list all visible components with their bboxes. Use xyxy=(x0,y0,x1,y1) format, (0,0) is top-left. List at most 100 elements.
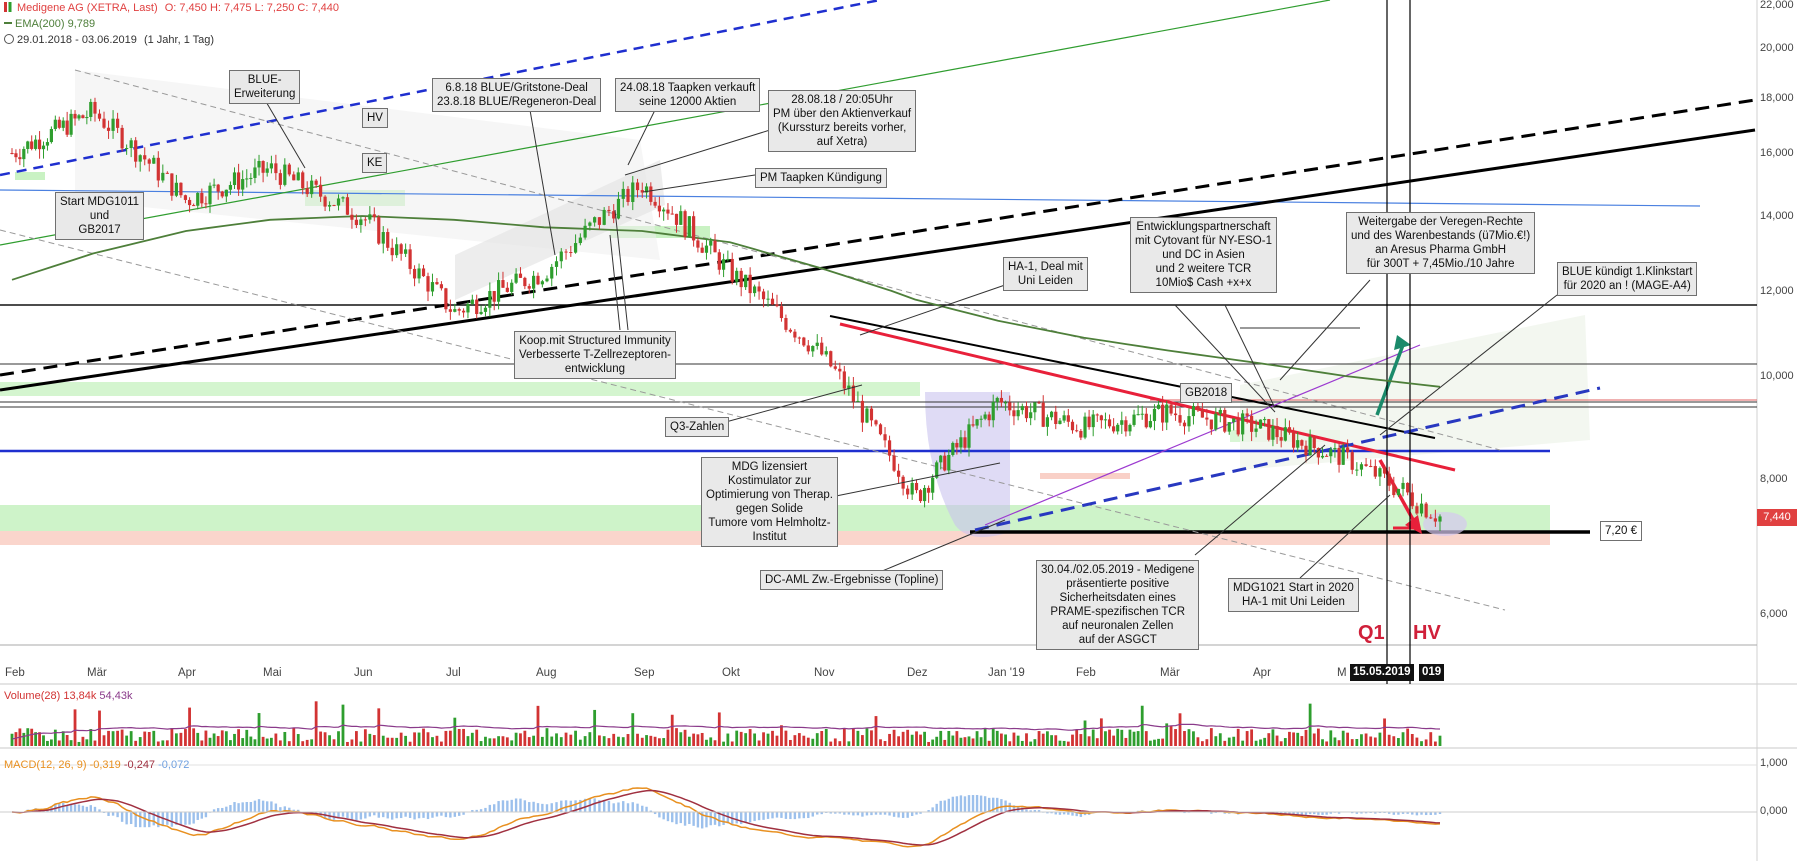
macd-histogram-bar xyxy=(688,812,691,825)
volume-bar xyxy=(532,735,536,746)
candle-body xyxy=(1191,405,1196,417)
volume-bar xyxy=(269,737,273,746)
macd-histogram-bar xyxy=(683,812,687,826)
macd-histogram-bar xyxy=(1424,812,1428,816)
macd-histogram-bar xyxy=(204,812,208,818)
ema-header: EMA(200) 9,789 xyxy=(4,18,95,30)
volume-bar xyxy=(1392,736,1396,746)
macd-histogram-bar xyxy=(337,812,340,819)
macd-histogram-bar xyxy=(607,800,611,812)
volume-bar xyxy=(906,729,910,746)
candle-body xyxy=(1275,426,1279,438)
candle-body xyxy=(174,182,178,196)
x-tick-feb19: Feb xyxy=(1076,667,1096,679)
macd-histogram-bar xyxy=(355,812,358,821)
candle-body xyxy=(951,442,955,455)
macd-histogram-bar xyxy=(662,812,665,820)
candle-body xyxy=(341,197,345,199)
note-pm-kuendigung: PM Taapken Kündigung xyxy=(755,168,887,188)
candle-body xyxy=(1173,413,1178,416)
candle-body xyxy=(1003,402,1008,404)
candle-body xyxy=(892,455,896,471)
candle-body xyxy=(143,155,147,160)
macd-histogram-bar xyxy=(626,803,630,812)
candle-body xyxy=(488,291,492,308)
candle-body xyxy=(1308,436,1312,456)
volume-bar xyxy=(1296,732,1300,746)
volume-bar xyxy=(1132,731,1136,746)
volume-bar xyxy=(1153,739,1156,746)
green-up-arrow xyxy=(1375,344,1405,416)
volume-bar xyxy=(363,729,367,746)
macd-histogram xyxy=(10,794,1442,829)
volume-bar xyxy=(1429,732,1433,746)
macd-histogram-bar xyxy=(897,812,900,818)
macd-histogram-bar xyxy=(700,812,704,829)
candle-body xyxy=(1291,432,1296,448)
candle-body xyxy=(336,198,341,206)
macd-histogram-bar xyxy=(408,812,412,818)
volume-bar xyxy=(440,741,443,746)
volume-bar xyxy=(951,735,955,746)
macd-histogram-bar xyxy=(399,812,403,819)
macd-histogram-bar xyxy=(77,804,81,812)
candle-body xyxy=(1232,418,1236,423)
volume-bar xyxy=(323,732,327,746)
candle-body xyxy=(1355,469,1359,471)
macd-histogram-bar xyxy=(726,812,730,824)
volume-bar xyxy=(1012,732,1016,746)
macd-histogram-bar xyxy=(1058,812,1062,815)
candle-body xyxy=(444,288,448,310)
candle-body xyxy=(1410,492,1414,507)
volume-bar xyxy=(1046,731,1049,746)
macd-histogram-bar xyxy=(879,812,882,815)
macd-histogram-bar xyxy=(757,812,761,821)
macd-histogram-bar xyxy=(426,812,430,820)
macd-histogram-bar xyxy=(1296,812,1299,815)
macd-histogram-bar xyxy=(1000,799,1003,812)
y-tick-12: 12,000 xyxy=(1760,285,1794,297)
y-tick-14: 14,000 xyxy=(1760,210,1794,222)
volume-bar xyxy=(350,739,354,746)
macd-histogram-bar xyxy=(152,812,155,826)
macd-histogram-bar xyxy=(188,812,191,825)
macd-histogram-bar xyxy=(748,812,752,823)
candle-body xyxy=(1227,422,1231,432)
macd-histogram-bar xyxy=(453,812,457,817)
volume-bar xyxy=(184,729,187,746)
candle-body xyxy=(1415,506,1419,514)
volume-bar xyxy=(10,733,14,746)
x-tick-jul: Jul xyxy=(446,667,461,679)
volume-bar xyxy=(1116,728,1120,746)
volume-bar xyxy=(196,732,200,746)
candle-body xyxy=(483,307,488,312)
volume-bar xyxy=(26,728,30,746)
candle-body xyxy=(274,163,278,174)
candle-body xyxy=(354,219,359,226)
volume-bar xyxy=(856,730,860,746)
macd-histogram-bar xyxy=(288,807,291,812)
candle-body xyxy=(196,192,200,206)
candle-body xyxy=(1279,437,1283,441)
candle-body xyxy=(1169,404,1173,414)
candle-body xyxy=(1037,402,1041,404)
volume-bar xyxy=(152,730,156,746)
candle-body xyxy=(53,119,57,129)
volume-bar xyxy=(692,733,696,746)
volume-bar xyxy=(838,741,842,746)
macd-histogram-bar xyxy=(653,812,657,815)
macd-histogram-bar xyxy=(602,799,606,812)
volume-bar xyxy=(653,736,657,746)
volume-bar xyxy=(492,738,496,746)
volume-bar xyxy=(959,737,963,746)
candle-body xyxy=(1329,449,1333,457)
x-tick-nov: Nov xyxy=(814,667,835,679)
macd-histogram-bar xyxy=(883,812,887,815)
volume-bar xyxy=(793,735,797,746)
last-price-badge: 7,440 xyxy=(1757,509,1797,526)
volume-bar xyxy=(626,734,630,746)
candle-body xyxy=(696,240,700,248)
volume-bar xyxy=(1304,729,1308,746)
volume-bar xyxy=(129,731,133,746)
v-bottom-area xyxy=(925,392,1010,538)
